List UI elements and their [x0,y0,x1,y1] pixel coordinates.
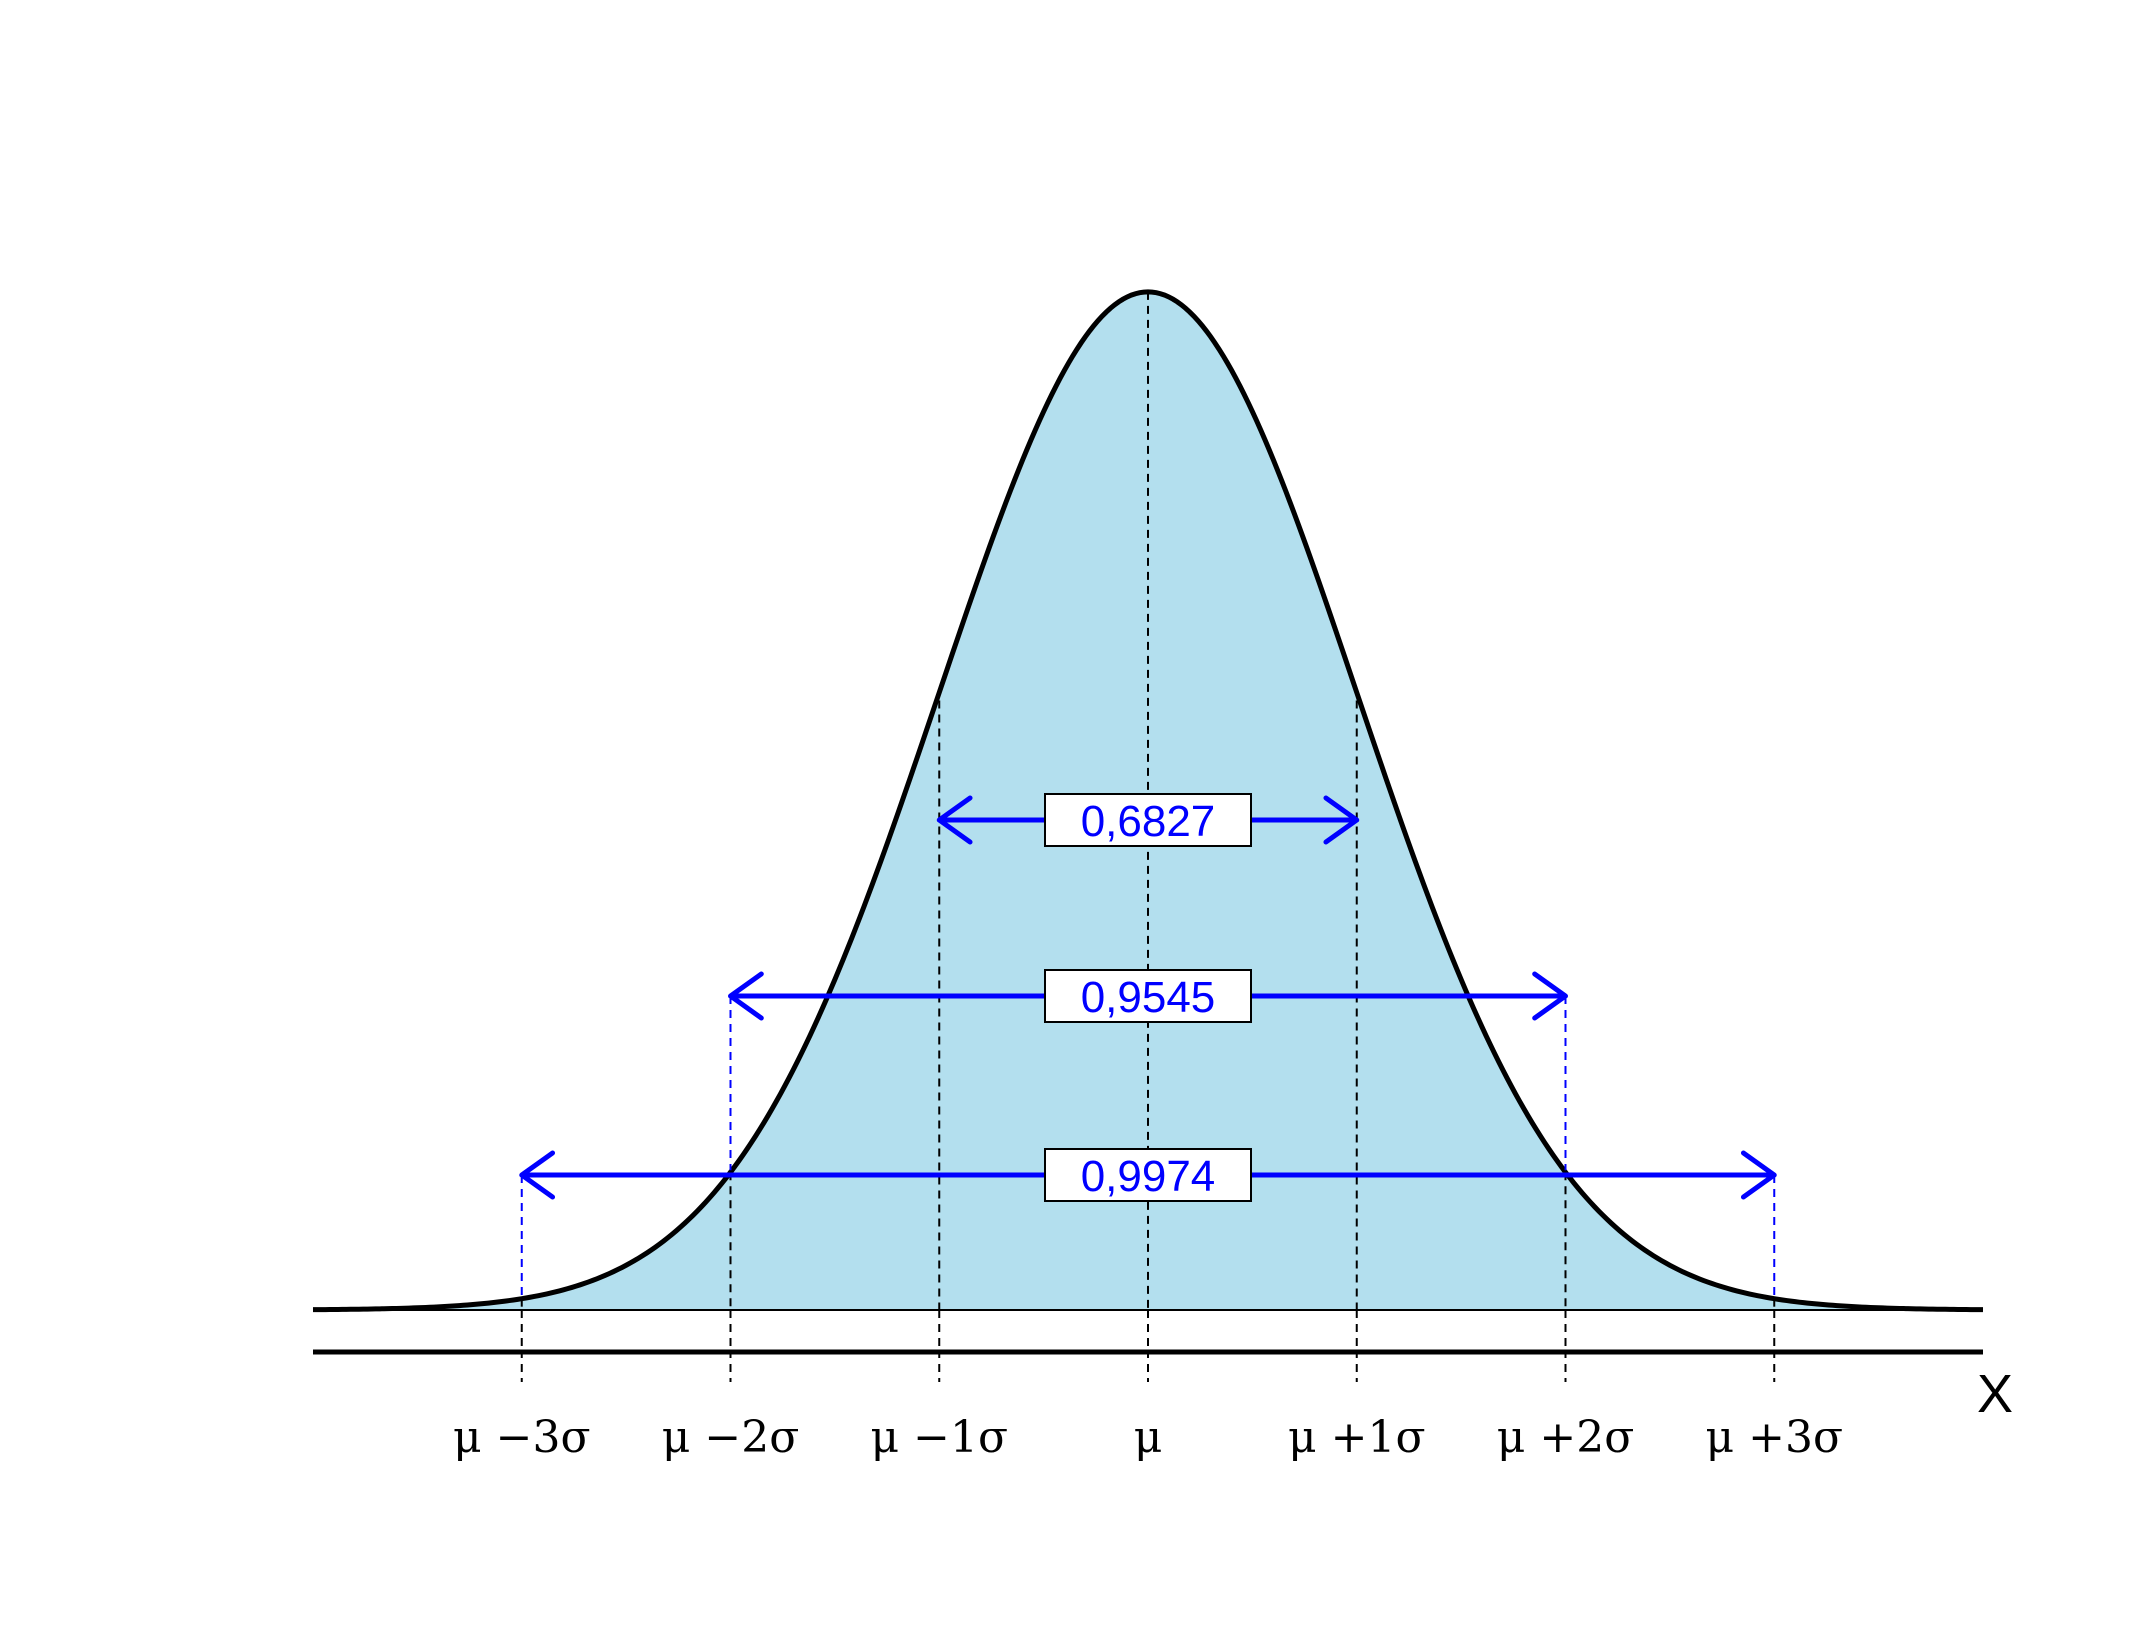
arrow-head-right [1323,795,1360,845]
interval-arrow: 0,9545 [728,969,1568,1171]
arrow-head-right [1532,971,1568,1021]
probability-label: 0,9974 [1081,1152,1216,1201]
x-tick-label: μ −3σ [453,1412,590,1463]
probability-label: 0,9545 [1081,973,1216,1022]
arrow-head-left [728,971,764,1021]
probability-intervals: 0,6827 0,9545 0,9974 [519,793,1777,1297]
interval-arrow: 0,9974 [519,1148,1777,1297]
x-tick-label: μ [1134,1412,1163,1463]
x-tick-label: μ +1σ [1288,1412,1425,1463]
arrow-head-left [936,795,973,845]
arrow-head-right [1740,1150,1777,1200]
x-tick-label: μ −2σ [662,1412,799,1463]
x-tick-label: μ +2σ [1497,1412,1634,1463]
probability-label-box [1044,793,1252,847]
probability-label-box [1044,969,1252,1023]
probability-label: 0,6827 [1081,797,1216,846]
x-tick-label: μ +3σ [1706,1412,1843,1463]
density-curve [312,289,1984,1313]
arrow-head-left [519,1150,556,1200]
x-tick-label: μ −1σ [871,1412,1008,1463]
probability-label-box [1044,1148,1252,1202]
x-axis-ticks: μ −3σ μ −2σ μ −1σ μ μ +1σ μ +2σ μ +3σ [453,1310,1843,1463]
x-axis-label: X [1977,1364,2013,1424]
interval-arrow: 0,6827 [936,793,1360,847]
